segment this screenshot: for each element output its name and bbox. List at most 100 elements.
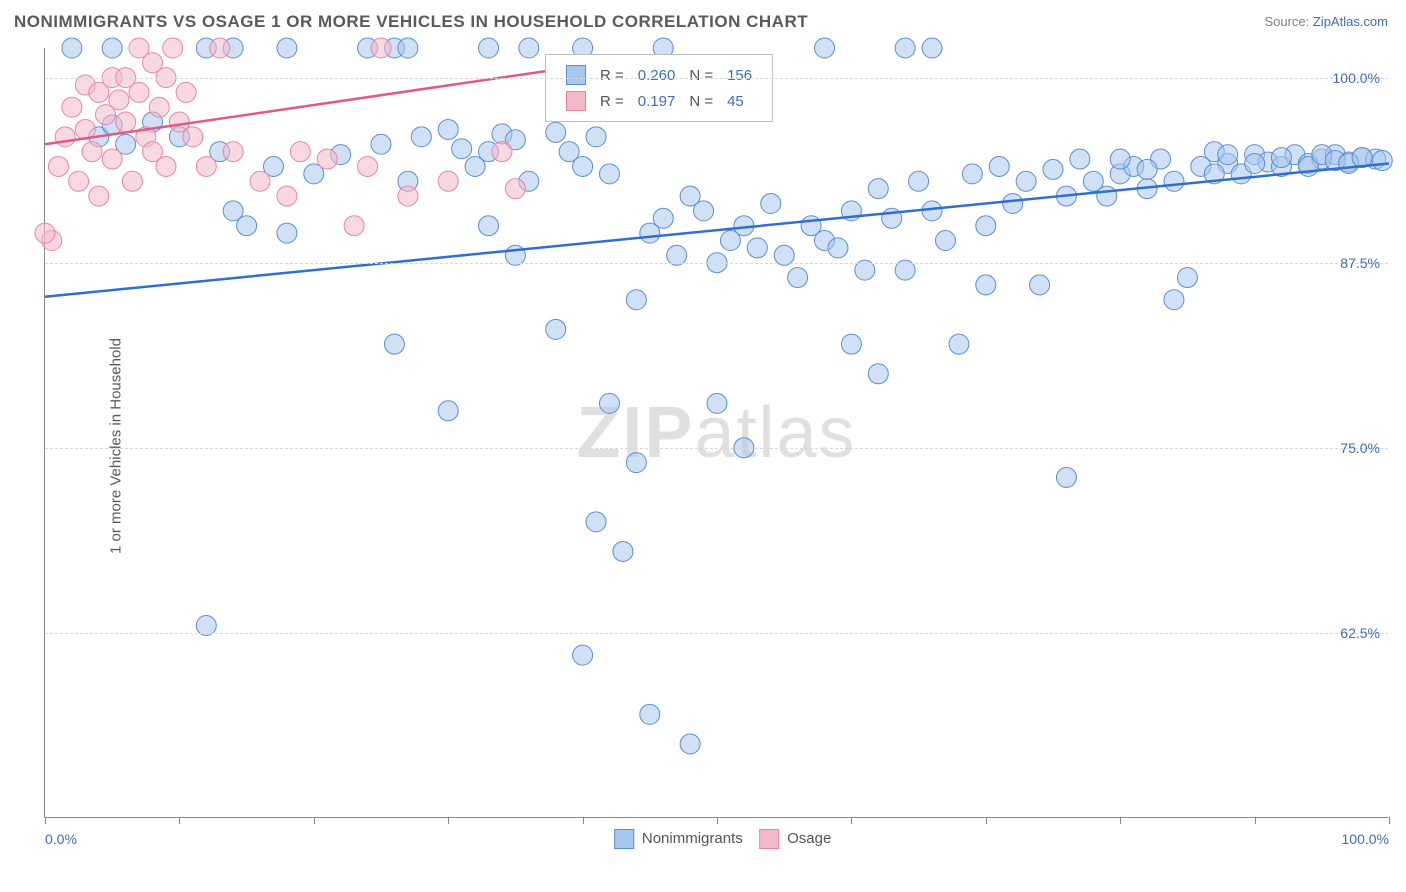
data-point (102, 38, 122, 58)
x-tick-mark (986, 817, 987, 824)
data-point (317, 149, 337, 169)
n-value-nonimmigrants: 156 (721, 63, 758, 87)
r-label: R = (594, 63, 630, 87)
data-point (438, 119, 458, 139)
data-point (277, 186, 297, 206)
data-point (122, 171, 142, 191)
data-point (183, 127, 203, 147)
data-point (223, 142, 243, 162)
legend-label-nonimmigrants: Nonimmigrants (642, 830, 743, 847)
data-point (519, 38, 539, 58)
data-point (129, 82, 149, 102)
stats-legend: R = 0.260 N = 156 R = 0.197 N = 45 (545, 54, 773, 122)
data-point (841, 334, 861, 354)
data-point (109, 90, 129, 110)
data-point (747, 238, 767, 258)
data-point (277, 38, 297, 58)
data-point (371, 134, 391, 154)
data-point (868, 364, 888, 384)
data-point (653, 208, 673, 228)
chart-title: NONIMMIGRANTS VS OSAGE 1 OR MORE VEHICLE… (14, 12, 808, 32)
x-tick-mark (717, 817, 718, 824)
data-point (1372, 151, 1392, 171)
gridline (45, 448, 1388, 449)
x-tick-mark (1120, 817, 1121, 824)
data-point (358, 156, 378, 176)
data-point (599, 164, 619, 184)
data-point (1164, 171, 1184, 191)
data-point (210, 38, 230, 58)
data-point (989, 156, 1009, 176)
data-point (438, 171, 458, 191)
data-point (868, 179, 888, 199)
data-point (949, 334, 969, 354)
gridline (45, 633, 1388, 634)
y-tick-label: 87.5% (1340, 255, 1380, 271)
data-point (62, 97, 82, 117)
data-point (694, 201, 714, 221)
n-value-osage: 45 (721, 89, 758, 113)
source-link[interactable]: ZipAtlas.com (1313, 14, 1388, 29)
n-label: N = (683, 89, 719, 113)
swatch-osage-bottom (759, 829, 779, 849)
data-point (438, 401, 458, 421)
data-point (613, 541, 633, 561)
plot-area: ZIPatlas R = 0.260 N = 156 R = 0.197 N =… (44, 48, 1388, 818)
data-point (1097, 186, 1117, 206)
gridline (45, 263, 1388, 264)
data-point (922, 38, 942, 58)
data-point (909, 171, 929, 191)
stats-row-nonimmigrants: R = 0.260 N = 156 (560, 63, 758, 87)
data-point (546, 319, 566, 339)
data-point (505, 179, 525, 199)
data-point (640, 704, 660, 724)
source-label: Source: (1264, 14, 1312, 29)
swatch-osage (566, 91, 586, 111)
y-tick-label: 62.5% (1340, 625, 1380, 641)
data-point (156, 156, 176, 176)
data-point (1056, 467, 1076, 487)
data-point (116, 112, 136, 132)
x-tick-mark (851, 817, 852, 824)
legend-label-osage: Osage (787, 830, 831, 847)
data-point (1030, 275, 1050, 295)
data-point (452, 139, 472, 159)
data-point (1043, 159, 1063, 179)
data-point (163, 38, 183, 58)
data-point (237, 216, 257, 236)
data-point (599, 393, 619, 413)
data-point (62, 38, 82, 58)
data-point (1003, 193, 1023, 213)
gridline (45, 78, 1388, 79)
data-point (277, 223, 297, 243)
chart-svg (45, 48, 1388, 817)
x-tick-mark (179, 817, 180, 824)
data-point (35, 223, 55, 243)
x-tick-label: 100.0% (1342, 831, 1389, 847)
x-tick-mark (314, 817, 315, 824)
data-point (69, 171, 89, 191)
data-point (1110, 149, 1130, 169)
stats-row-osage: R = 0.197 N = 45 (560, 89, 758, 113)
r-value-nonimmigrants: 0.260 (632, 63, 682, 87)
data-point (680, 734, 700, 754)
data-point (626, 290, 646, 310)
source-attribution: Source: ZipAtlas.com (1264, 14, 1388, 29)
data-point (1177, 268, 1197, 288)
data-point (895, 38, 915, 58)
data-point (176, 82, 196, 102)
data-point (344, 216, 364, 236)
x-tick-mark (583, 817, 584, 824)
data-point (976, 216, 996, 236)
data-point (573, 645, 593, 665)
n-label: N = (683, 63, 719, 87)
data-point (962, 164, 982, 184)
data-point (492, 142, 512, 162)
data-point (586, 127, 606, 147)
data-point (761, 193, 781, 213)
data-point (626, 453, 646, 473)
y-tick-label: 75.0% (1340, 440, 1380, 456)
data-point (479, 38, 499, 58)
data-point (149, 97, 169, 117)
data-point (1271, 148, 1291, 168)
